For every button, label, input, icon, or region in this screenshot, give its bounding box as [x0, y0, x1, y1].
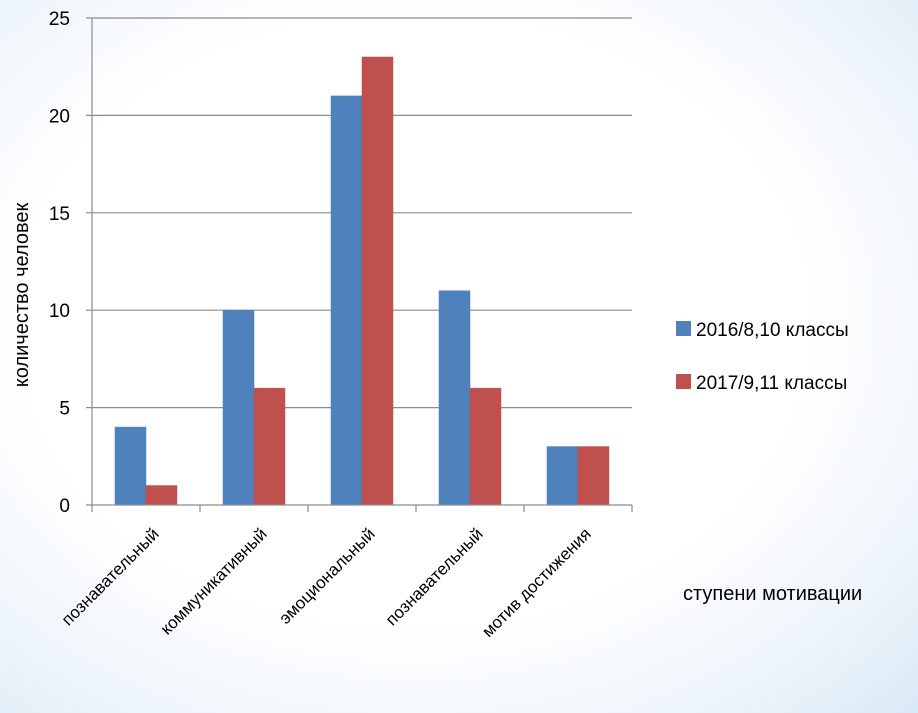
x-tick-label: познавательный: [382, 524, 487, 629]
y-tick-label: 15: [49, 204, 70, 225]
x-axis-title: ступени мотивации: [683, 583, 862, 605]
bar: [223, 310, 254, 505]
bar: [547, 447, 578, 505]
legend-label: 2016/8,10 классы: [696, 320, 849, 341]
x-tick-label: коммуникативный: [157, 524, 271, 638]
bar: [439, 291, 470, 505]
legend-label: 2017/9,11 классы: [696, 373, 847, 394]
y-tick-label: 10: [49, 301, 70, 322]
bars-group: [115, 57, 609, 505]
y-axis-title: количество человек: [11, 203, 33, 388]
bar: [470, 388, 501, 505]
y-tick-label: 20: [49, 106, 70, 127]
y-tick-label: 5: [59, 399, 70, 420]
bar: [115, 427, 146, 505]
bar: [331, 96, 362, 505]
bar: [146, 486, 177, 505]
bar: [578, 447, 609, 505]
x-tick-label: мотив достижения: [478, 524, 595, 641]
x-tick-label: эмоциональный: [275, 524, 378, 627]
bar: [254, 388, 285, 505]
legend-swatch: [676, 321, 691, 336]
legend: 2016/8,10 классы 2017/9,11 классы: [676, 320, 849, 394]
y-tick-labels: 0 5 10 15 20 25: [49, 9, 70, 517]
bar: [362, 57, 393, 505]
y-tick-label: 25: [49, 9, 70, 30]
y-tick-label: 0: [59, 496, 70, 517]
x-tick-label: познавательный: [58, 524, 163, 629]
legend-swatch: [676, 374, 691, 389]
